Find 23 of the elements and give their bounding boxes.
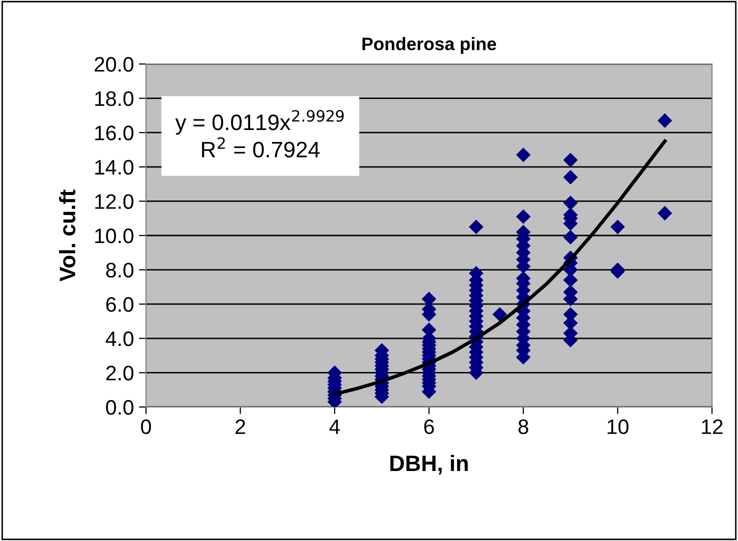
x-tick-label: 12 (702, 419, 723, 434)
y-tick-label: 14.0 (95, 160, 134, 175)
x-tick-label: 4 (329, 420, 340, 434)
x-tick-label: 8 (518, 419, 528, 434)
y-tick-label: 4.0 (106, 331, 134, 346)
y-tick-label: 2.0 (106, 366, 134, 380)
y-tick-label: 0.0 (106, 400, 134, 415)
y-tick-label: 8.0 (106, 262, 134, 278)
x-tick-label: 2 (236, 419, 246, 434)
x-tick-label: 10 (608, 419, 628, 434)
annotation: R$^{2}$ = 0.7924 (202, 137, 320, 158)
annotation: y = 0.0119x$^{2.9929}$ (175, 110, 344, 135)
y-tick-label: 6.0 (106, 297, 134, 312)
y-axis-title: Vol. cu.ft (59, 190, 76, 282)
y-tick-label: 18.0 (95, 91, 134, 106)
x-axis-title: DBH, in (390, 454, 468, 474)
y-tick-label: 20.0 (94, 57, 134, 72)
chart-title: Ponderosa pine (362, 37, 496, 54)
y-tick-label: 10.0 (95, 228, 134, 244)
x-tick-label: 0 (141, 419, 151, 434)
y-tick-label: 16.0 (95, 126, 134, 140)
x-tick-label: 6 (424, 419, 434, 434)
y-tick-label: 12.0 (95, 194, 134, 209)
